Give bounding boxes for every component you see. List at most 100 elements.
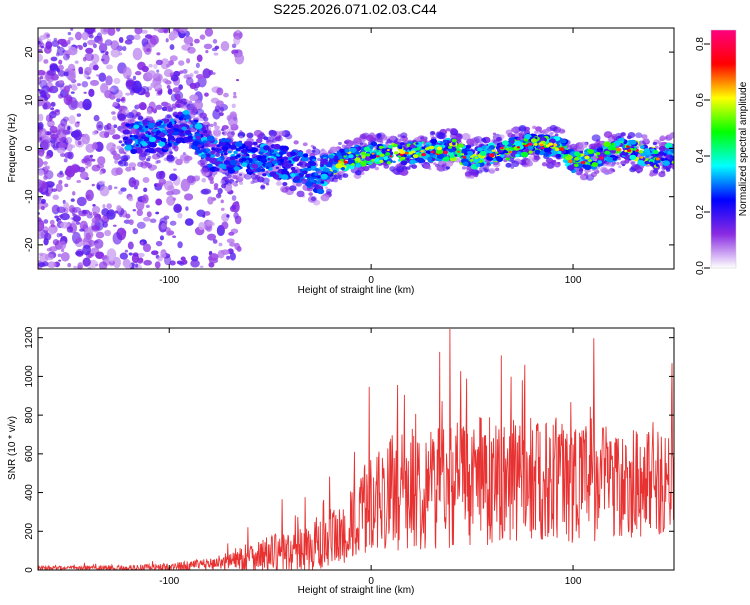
heatmap-cell (307, 168, 312, 172)
snr-series-line (38, 328, 674, 570)
colorbar-gradient (711, 30, 736, 268)
heatmap-cell (154, 125, 158, 128)
heatmap-cell (590, 143, 597, 149)
heatmap-cell (206, 220, 212, 227)
heatmap-cell (70, 144, 75, 149)
heatmap-cell (296, 190, 305, 198)
colorbar-tick-label: 0.2 (695, 205, 706, 219)
heatmap-cell (38, 262, 46, 268)
heatmap-cell (495, 167, 500, 172)
heatmap-cell (82, 244, 92, 256)
heatmap-cell (66, 226, 74, 233)
heatmap-cell (143, 259, 152, 266)
heatmap-cell (639, 145, 645, 149)
heatmap-cell (264, 162, 273, 168)
heatmap-cell (166, 84, 171, 89)
heatmap-cell (124, 249, 129, 253)
heatmap-cell (49, 111, 57, 119)
heatmap-cell (166, 190, 175, 196)
colorbar-tick-label: 0.8 (695, 37, 706, 51)
heatmap-cell (85, 232, 92, 241)
heatmap-cell (81, 209, 87, 215)
y-tick-label: 10 (24, 94, 35, 106)
heatmap-cell (38, 151, 44, 157)
heatmap-cell (79, 171, 89, 180)
heatmap-cell (201, 188, 212, 195)
heatmap-cell (406, 166, 411, 170)
heatmap-cell (320, 164, 324, 167)
heatmap-cell (38, 48, 43, 53)
heatmap-cell (45, 155, 51, 160)
heatmap-cell (260, 185, 266, 190)
heatmap-cell (637, 160, 645, 166)
heatmap-cell (454, 154, 458, 157)
heatmap-cell (155, 121, 162, 127)
heatmap-cell (120, 122, 127, 127)
heatmap-cell (202, 140, 208, 144)
heatmap-cell (305, 173, 311, 178)
heatmap-cell (355, 154, 359, 157)
heatmap-cell (518, 126, 527, 133)
heatmap-cell (85, 143, 95, 153)
heatmap-cell (670, 164, 674, 169)
heatmap-cell (611, 142, 616, 146)
heatmap-cell (290, 166, 296, 171)
y-tick-label: -10 (24, 189, 35, 204)
snr-x-axis-label: Height of straight line (km) (298, 585, 415, 596)
heatmap-cell (55, 183, 63, 192)
heatmap-cell (185, 77, 194, 87)
heatmap-cell (251, 174, 258, 180)
heatmap-cell (466, 165, 472, 171)
heatmap-cell (350, 159, 355, 164)
heatmap-cell (199, 142, 205, 146)
heatmap-cell (40, 182, 49, 189)
heatmap-cell (72, 191, 76, 196)
heatmap-cell (172, 87, 181, 93)
heatmap-cell (195, 62, 200, 69)
heatmap-cell (295, 181, 303, 187)
heatmap-cell (122, 66, 132, 79)
colorbar-tick-label: 0.6 (695, 93, 706, 107)
heatmap-cell (112, 256, 121, 269)
heatmap-cell (546, 159, 552, 163)
heatmap-cell (374, 158, 380, 163)
heatmap-cell (282, 181, 288, 187)
heatmap-cell (117, 113, 126, 121)
heatmap-cell (136, 221, 146, 229)
heatmap-cell (278, 151, 285, 156)
x-tick-label: 0 (368, 576, 374, 587)
heatmap-cell (429, 131, 436, 136)
heatmap-cell (145, 91, 150, 98)
heatmap-cell (110, 125, 115, 130)
heatmap-cell (392, 160, 396, 163)
heatmap-cell (583, 172, 589, 177)
heatmap-cell (78, 45, 83, 51)
heatmap-cell (69, 69, 75, 77)
heatmap-cell (118, 190, 123, 195)
heatmap-cell (579, 150, 584, 154)
heatmap-cell (112, 232, 123, 245)
heatmap-cell (118, 52, 123, 56)
heatmap-cell (395, 165, 405, 173)
heatmap-cell (252, 169, 257, 172)
heatmap-cell (215, 193, 222, 199)
heatmap-cell (128, 252, 133, 256)
heatmap-cell (85, 166, 89, 169)
heatmap-cell (68, 115, 76, 125)
heatmap-cell (477, 147, 484, 152)
heatmap-cell (99, 130, 110, 139)
heatmap-cell (461, 166, 467, 170)
heatmap-cell (211, 147, 216, 151)
heatmap-cell (314, 172, 319, 176)
heatmap-cell (205, 153, 211, 158)
heatmap-cell (39, 35, 47, 41)
heatmap-cell (173, 168, 177, 171)
heatmap-cell (193, 119, 197, 122)
heatmap-cell (56, 206, 66, 214)
heatmap-cell (415, 142, 419, 145)
heatmap-cell (302, 142, 308, 147)
heatmap-cell (370, 141, 378, 147)
heatmap-cell (201, 177, 207, 183)
heatmap-cell (545, 144, 550, 148)
